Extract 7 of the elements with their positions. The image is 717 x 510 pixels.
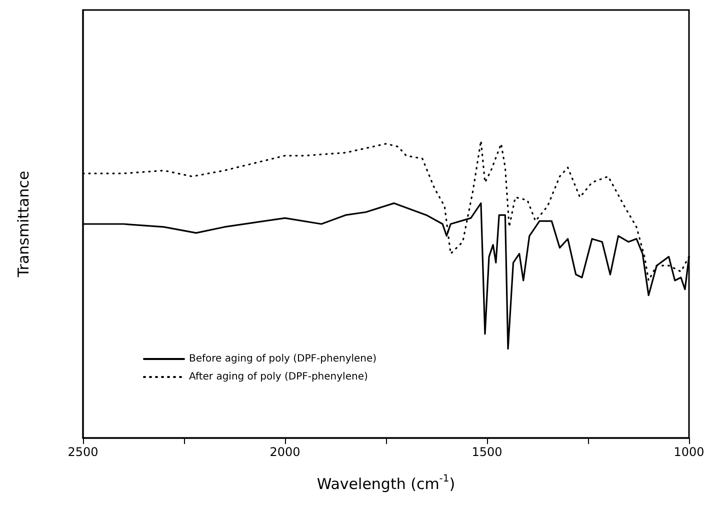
legend-label: Before aging of poly (DPF-phenylene) bbox=[189, 354, 377, 364]
x-tick-label: 2000 bbox=[270, 445, 300, 459]
legend-label: After aging of poly (DPF-phenylene) bbox=[189, 372, 368, 382]
x-tick-label: 1000 bbox=[674, 445, 704, 459]
y-axis-title: Transmittance bbox=[14, 170, 32, 278]
x-tick-label: 2500 bbox=[68, 445, 98, 459]
x-tick-label: 1500 bbox=[472, 445, 502, 459]
